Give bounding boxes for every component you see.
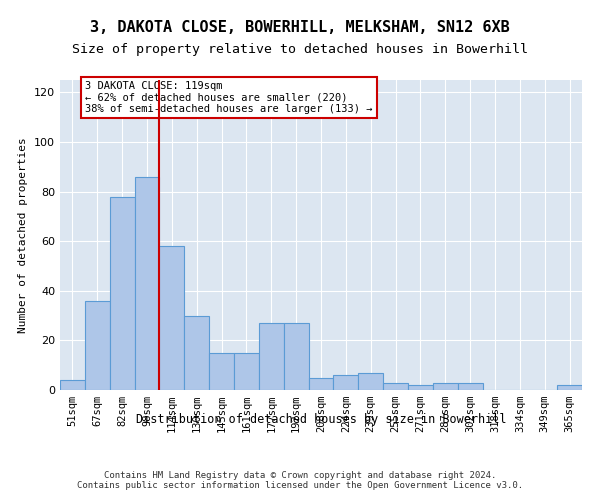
Bar [358, 372, 383, 390]
Bar [234, 353, 259, 390]
Bar [458, 382, 482, 390]
Bar [433, 382, 458, 390]
Bar [334, 375, 358, 390]
Bar [85, 300, 110, 390]
Text: 3, DAKOTA CLOSE, BOWERHILL, MELKSHAM, SN12 6XB: 3, DAKOTA CLOSE, BOWERHILL, MELKSHAM, SN… [90, 20, 510, 35]
Text: 3 DAKOTA CLOSE: 119sqm
← 62% of detached houses are smaller (220)
38% of semi-de: 3 DAKOTA CLOSE: 119sqm ← 62% of detached… [85, 81, 373, 114]
Bar [557, 385, 582, 390]
Bar [383, 382, 408, 390]
Bar [408, 385, 433, 390]
Bar [110, 196, 134, 390]
Y-axis label: Number of detached properties: Number of detached properties [19, 137, 28, 333]
Text: Size of property relative to detached houses in Bowerhill: Size of property relative to detached ho… [72, 42, 528, 56]
Bar [308, 378, 334, 390]
Text: Contains HM Land Registry data © Crown copyright and database right 2024.
Contai: Contains HM Land Registry data © Crown c… [77, 470, 523, 490]
Bar [134, 176, 160, 390]
Bar [209, 353, 234, 390]
Bar [259, 323, 284, 390]
Bar [184, 316, 209, 390]
Text: Distribution of detached houses by size in Bowerhill: Distribution of detached houses by size … [136, 412, 506, 426]
Bar [60, 380, 85, 390]
Bar [160, 246, 184, 390]
Bar [284, 323, 308, 390]
